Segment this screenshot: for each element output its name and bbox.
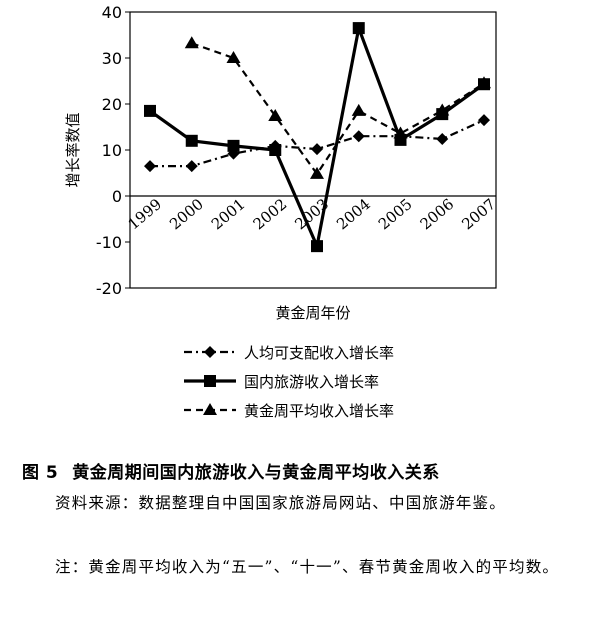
y-tick-label: 10 bbox=[102, 141, 122, 160]
data-point bbox=[185, 160, 198, 173]
figure-number: 图 5 bbox=[22, 463, 59, 483]
legend-item: 国内旅游收入增长率 bbox=[184, 373, 379, 391]
y-tick-label: 0 bbox=[112, 187, 122, 206]
y-tick-label: 20 bbox=[102, 95, 122, 114]
data-point bbox=[226, 51, 241, 63]
legend-marker bbox=[203, 403, 217, 415]
figure-caption: 图 5 黄金周期间国内旅游收入与黄金周平均收入关系 bbox=[22, 458, 440, 483]
x-axis-label: 黄金周年份 bbox=[275, 304, 350, 322]
data-point bbox=[478, 114, 490, 127]
series-layer bbox=[144, 22, 491, 253]
series-triangle bbox=[184, 36, 491, 179]
data-point bbox=[310, 166, 324, 179]
legend-label: 人均可支配收入增长率 bbox=[244, 344, 394, 362]
data-point bbox=[436, 132, 449, 145]
legend-label: 国内旅游收入增长率 bbox=[244, 373, 379, 391]
data-point bbox=[184, 36, 199, 49]
data-point bbox=[227, 139, 240, 152]
data-point bbox=[144, 160, 156, 173]
data-point bbox=[269, 144, 282, 156]
figure-title: 黄金周期间国内旅游收入与黄金周平均收入关系 bbox=[72, 463, 440, 483]
data-point bbox=[477, 76, 491, 89]
data-point bbox=[311, 240, 323, 253]
y-tick-label: -20 bbox=[96, 279, 122, 298]
legend-item: 人均可支配收入增长率 bbox=[184, 344, 394, 362]
legend-label: 黄金周平均收入增长率 bbox=[244, 402, 394, 420]
data-point bbox=[311, 143, 323, 156]
y-tick-label: 30 bbox=[102, 49, 122, 68]
y-axis-label: 增长率数值 bbox=[64, 112, 82, 187]
source-note: 资料来源：数据整理自中国国家旅游局网站、中国旅游年鉴。 bbox=[55, 494, 506, 512]
legend-item: 黄金周平均收入增长率 bbox=[184, 402, 394, 420]
y-tick-label: -10 bbox=[96, 233, 122, 252]
legend-marker bbox=[204, 375, 216, 387]
data-point bbox=[351, 103, 366, 116]
legend-marker bbox=[204, 346, 216, 358]
series-square bbox=[144, 22, 490, 253]
footnote: 注：黄金周平均收入为“五一”、“十一”、春节黄金周收入的平均数。 bbox=[55, 558, 560, 576]
data-point bbox=[268, 108, 283, 121]
data-point bbox=[185, 134, 198, 147]
data-point bbox=[144, 104, 156, 117]
y-tick-label: 40 bbox=[102, 3, 122, 22]
y-axis: -20 -10 0 10 20 30 40 bbox=[96, 3, 130, 298]
data-point bbox=[352, 130, 365, 143]
data-point bbox=[435, 103, 450, 116]
series-line bbox=[191, 42, 485, 176]
data-point bbox=[352, 22, 365, 35]
data-point bbox=[393, 126, 408, 139]
